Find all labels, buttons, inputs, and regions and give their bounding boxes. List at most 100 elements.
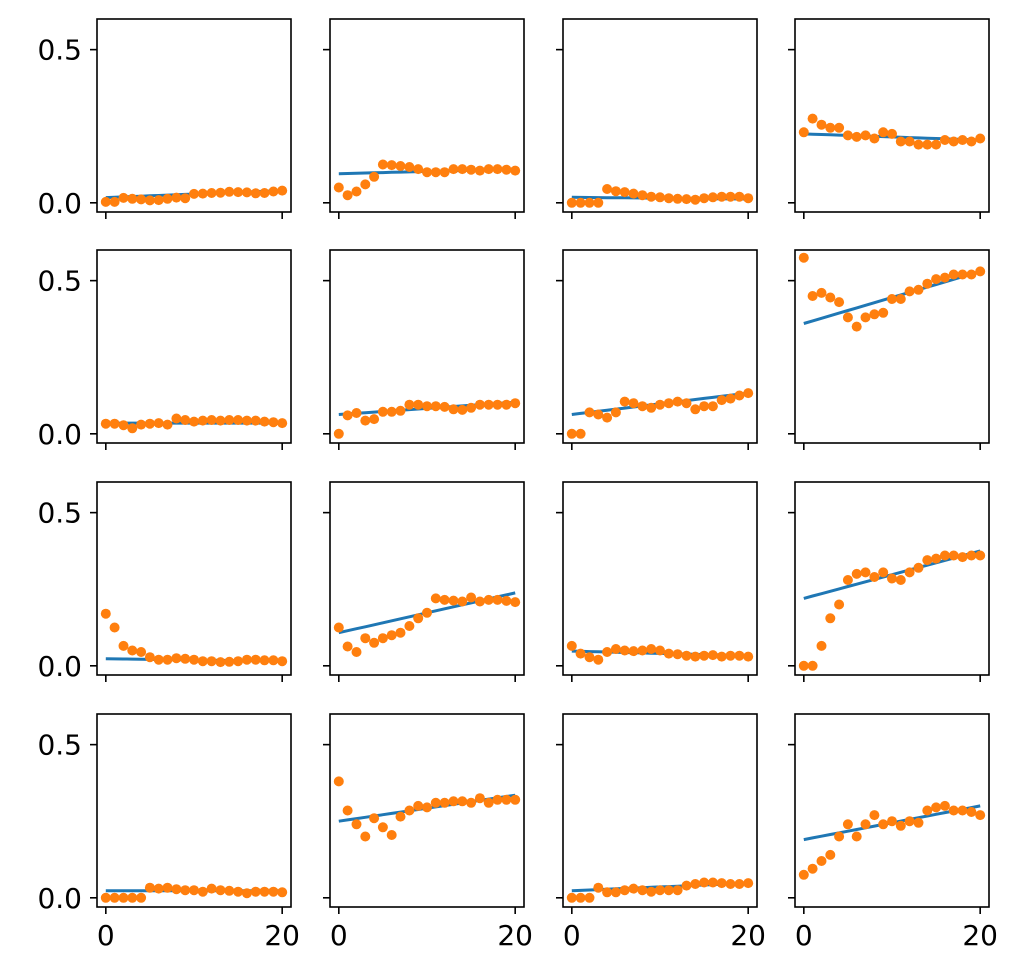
data-point <box>869 572 880 582</box>
data-point <box>457 404 468 415</box>
data-point <box>395 627 406 638</box>
data-point <box>887 128 897 139</box>
data-point <box>575 648 586 659</box>
data-point <box>575 892 586 903</box>
data-point <box>707 192 718 203</box>
data-point <box>931 802 942 813</box>
data-point <box>593 197 604 208</box>
data-point <box>483 399 494 410</box>
data-point <box>584 407 595 418</box>
data-point <box>931 274 942 285</box>
data-point <box>895 575 906 585</box>
data-point <box>109 196 120 207</box>
data-point <box>395 405 406 416</box>
data-point <box>118 192 129 203</box>
data-point <box>268 886 279 897</box>
data-point <box>957 269 968 280</box>
subplot-r0-c0: 0.0 0.5 <box>37 18 292 220</box>
subplot-r0-c3 <box>788 18 990 219</box>
data-point <box>206 656 217 667</box>
data-point <box>136 647 147 657</box>
data-point <box>887 816 897 827</box>
data-point <box>913 284 924 295</box>
data-point <box>637 645 648 656</box>
data-point <box>395 811 406 822</box>
data-point <box>798 660 809 671</box>
data-point <box>825 292 836 303</box>
data-point <box>259 188 270 198</box>
x-tick-label: 0 <box>97 919 115 952</box>
data-point <box>413 800 424 811</box>
subplot-r3-c3: 0 20 <box>788 713 998 952</box>
data-point <box>602 887 613 898</box>
data-point <box>448 404 459 415</box>
data-point <box>931 553 942 564</box>
data-point <box>180 885 191 896</box>
data-point <box>109 418 120 429</box>
data-point <box>268 417 279 428</box>
data-point <box>483 164 494 175</box>
data-point <box>725 393 736 404</box>
data-point <box>602 412 613 423</box>
data-point <box>637 401 648 412</box>
data-point <box>699 877 710 888</box>
data-point <box>842 312 853 323</box>
data-point <box>162 882 173 893</box>
data-point <box>259 655 270 666</box>
data-point <box>233 886 244 897</box>
data-point <box>448 595 459 606</box>
subplot-r2-c2 <box>556 481 758 682</box>
data-point <box>904 136 915 147</box>
data-point <box>610 644 621 654</box>
data-point <box>153 418 164 429</box>
data-point <box>922 805 933 816</box>
subplot-grid: 0.0 0.5 0.0 0.5 0.0 0.5 0 20 0.0 0.5 0 20 0 20 0 20 <box>37 18 998 952</box>
data-point <box>404 162 415 172</box>
data-point <box>646 886 657 897</box>
data-point <box>206 883 217 894</box>
data-point <box>439 167 450 178</box>
data-point <box>277 185 288 196</box>
data-point <box>593 882 604 893</box>
data-point <box>610 186 621 197</box>
data-point <box>215 415 226 426</box>
data-point <box>448 796 459 807</box>
data-point <box>904 286 915 297</box>
data-point <box>975 133 986 144</box>
data-point <box>422 167 432 178</box>
data-point <box>250 886 261 897</box>
data-point <box>707 650 718 661</box>
data-point <box>690 879 701 889</box>
axes-frame <box>794 249 990 444</box>
data-point <box>913 562 924 573</box>
data-point <box>215 657 226 668</box>
data-point <box>913 817 924 828</box>
data-point <box>690 404 701 415</box>
data-point <box>816 640 827 651</box>
subplot-r2-c1 <box>323 481 525 682</box>
data-point <box>584 892 595 903</box>
data-point <box>439 797 450 808</box>
data-point <box>939 800 950 811</box>
data-point <box>377 822 388 833</box>
data-point <box>233 187 244 198</box>
data-point <box>197 656 208 667</box>
y-tick-label: 0.5 <box>37 729 82 762</box>
data-point <box>268 655 279 666</box>
data-point <box>457 596 468 607</box>
data-point <box>878 127 889 138</box>
data-point <box>277 887 288 898</box>
data-point <box>466 592 477 603</box>
data-point <box>672 193 683 204</box>
data-point <box>743 193 754 204</box>
data-point <box>250 415 261 426</box>
data-point <box>672 885 683 896</box>
data-point <box>501 164 512 175</box>
data-point <box>333 776 344 787</box>
data-point <box>699 650 710 661</box>
data-point <box>725 650 736 661</box>
data-point <box>369 637 380 648</box>
data-point <box>655 645 665 656</box>
subplot-r1-c0: 0.0 0.5 <box>37 249 292 451</box>
data-point <box>725 191 736 202</box>
